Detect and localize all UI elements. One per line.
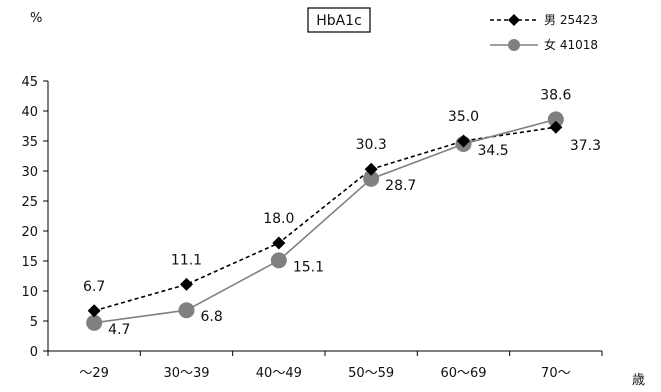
y-tick-label: 35: [21, 135, 38, 150]
legend: 男 25423 女 41018: [490, 13, 598, 52]
y-tick-label: 15: [21, 255, 38, 270]
data-point-diamond: [87, 304, 101, 318]
x-tick-label: 70～: [541, 366, 571, 381]
data-label-women: 38.6: [540, 87, 571, 103]
data-point-circle: [178, 302, 195, 319]
data-label-men: 35.0: [448, 109, 479, 125]
data-point-diamond: [549, 120, 563, 134]
legend-diamond-icon: [508, 14, 520, 26]
data-point-circle: [270, 252, 287, 269]
data-label-women: 28.7: [385, 178, 416, 194]
y-tick-label: 25: [21, 195, 38, 210]
x-axis: ～29 30～39 40～49 50～59 60～69 70～: [47, 350, 603, 381]
data-label-women: 6.8: [201, 309, 223, 325]
legend-label-women: 女 41018: [544, 37, 598, 52]
data-point-circle: [363, 170, 380, 187]
y-tick-label: 5: [30, 315, 38, 330]
y-tick-label: 30: [21, 165, 38, 180]
y-tick-label: 0: [30, 345, 38, 360]
data-label-men: 6.7: [83, 279, 105, 295]
x-tick-label: 30～39: [163, 366, 209, 381]
data-label-women: 4.7: [108, 322, 130, 338]
data-label-women: 15.1: [293, 259, 324, 275]
data-label-men: 11.1: [171, 252, 202, 268]
data-point-diamond: [180, 277, 193, 291]
chart-title-box: HbA1c: [307, 7, 371, 33]
chart-title: HbA1c: [316, 13, 362, 29]
y-axis: 0 5 10 15 20 25 30 35 40 45: [21, 75, 49, 360]
data-label-men: 18.0: [263, 211, 294, 227]
data-point-circle: [547, 111, 564, 128]
y-tick-label: 45: [21, 75, 38, 90]
y-tick-label: 20: [21, 225, 38, 240]
data-point-diamond: [364, 162, 378, 176]
data-label-women: 34.5: [478, 143, 509, 159]
data-point-circle: [86, 314, 103, 331]
x-tick-label: 60～69: [440, 366, 486, 381]
legend-circle-icon: [508, 39, 520, 51]
y-tick-label: 40: [21, 105, 38, 120]
series-line-women: [94, 118, 557, 324]
data-label-men: 37.3: [570, 138, 601, 154]
x-tick-label: ～29: [79, 366, 109, 381]
legend-label-men: 男 25423: [544, 13, 598, 27]
series-line-men: [93, 126, 556, 312]
y-axis-unit: %: [30, 11, 42, 26]
y-tick-label: 10: [21, 285, 38, 300]
x-tick-label: 40～49: [256, 366, 302, 381]
x-tick-label: 50～59: [348, 366, 394, 381]
data-point-diamond: [457, 134, 470, 148]
data-label-men: 30.3: [356, 137, 387, 153]
data-point-diamond: [272, 236, 286, 250]
series-layer: [86, 111, 564, 331]
data-labels-layer: 6.7 11.1 18.0 30.3 35.0 37.3 4.7 6.8 15.1 28.7 34.…: [83, 87, 601, 337]
x-axis-unit: 歳: [632, 373, 645, 388]
